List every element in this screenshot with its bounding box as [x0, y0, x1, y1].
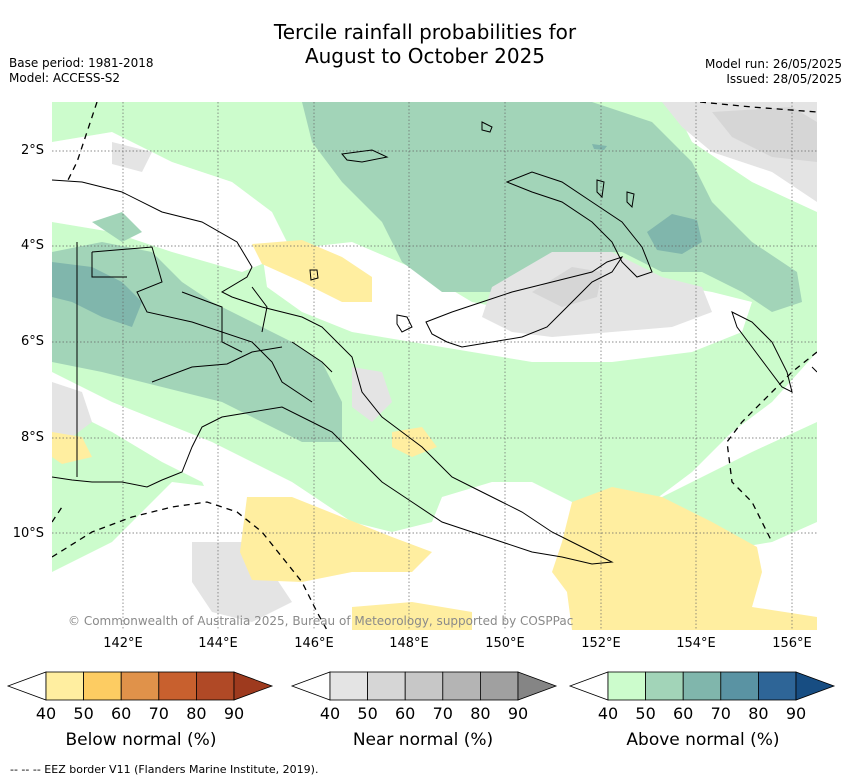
colorbar-near-segment: [404, 671, 444, 701]
title-line-1: Tercile rainfall probabilities for: [273, 20, 577, 44]
colorbar-near-tick: 70: [432, 704, 453, 723]
title-line-2: August to October 2025: [304, 44, 546, 68]
colorbar-below-tick: 50: [73, 704, 94, 723]
lat-label-8s: 8°S: [20, 430, 44, 445]
below-normal-50-zones: [52, 240, 817, 630]
map-title: Tercile rainfall probabilities for Augus…: [0, 20, 850, 68]
colorbar-above-tick: 90: [785, 704, 807, 723]
colorbar-near-tick: 40: [319, 704, 341, 723]
colorbar-above-segment: [607, 671, 646, 701]
eez-border: [52, 102, 817, 630]
lon-label-150e: 150°E: [485, 636, 525, 651]
colorbar-near-segment: [329, 671, 368, 701]
graticule: [52, 102, 817, 630]
colorbar-set: [6, 671, 836, 701]
colorbar-near: [290, 671, 558, 701]
colorbar-near-segment: [479, 671, 519, 701]
colorbar-above-segment: [645, 671, 684, 701]
colorbar-below-tick: 70: [148, 704, 169, 723]
colorbar-above-segment: [720, 671, 759, 701]
province-borders: [76, 242, 333, 477]
eez-footer-note: -- -- -- EEZ border V11 (Flanders Marine…: [10, 763, 319, 776]
copyright-notice: © Commonwealth of Australia 2025, Bureau…: [68, 614, 574, 628]
colorbar-below-segment: [195, 671, 235, 701]
colorbar-below-segment: [120, 671, 160, 701]
colorbar-below-tick: 90: [223, 704, 245, 723]
colorbar-near-low-arrow: [290, 671, 331, 701]
colorbar-above-tick: 40: [597, 704, 619, 723]
colorbar-above-tick: 50: [635, 704, 656, 723]
lon-label-154e: 154°E: [676, 636, 716, 651]
near-normal-zones: [52, 102, 817, 622]
model-name: Model: ACCESS-S2: [9, 71, 121, 85]
colorbar-near-tick: 60: [395, 704, 416, 723]
colorbar-title-above: Above normal (%): [626, 730, 780, 750]
colorbar-near-tick: 80: [470, 704, 491, 723]
colorbar-near-high-arrow: [517, 671, 558, 701]
colorbar-title-near: Near normal (%): [352, 730, 494, 750]
lat-label-2s: 2°S: [20, 143, 44, 158]
coastlines: [52, 121, 817, 565]
colorbar-above-tick: 60: [673, 704, 694, 723]
colorbar-near-segment: [442, 671, 481, 701]
colorbar-below-tick: 80: [186, 704, 207, 723]
meta-right: Model run: 26/05/2025 Issued: 28/05/2025: [705, 57, 842, 87]
colorbar-below-high-arrow: [233, 671, 274, 701]
issued-date: Issued: 28/05/2025: [726, 72, 842, 86]
rainfall-map: [52, 102, 817, 630]
colorbar-above-low-arrow: [568, 671, 609, 701]
above-normal-70-zones: [52, 144, 702, 327]
colorbar-above-segment: [682, 671, 722, 701]
meta-left: Base period: 1981-2018 Model: ACCESS-S2: [9, 56, 154, 86]
colorbar-above-high-arrow: [795, 671, 836, 701]
base-period: Base period: 1981-2018: [9, 56, 154, 70]
colorbar-below-tick: 60: [111, 704, 132, 723]
colorbar-above-tick: 70: [710, 704, 731, 723]
model-run-date: Model run: 26/05/2025: [704, 57, 842, 71]
colorbar-below: [6, 671, 274, 701]
lon-label-156e: 156°E: [772, 636, 812, 651]
lat-label-4s: 4°S: [20, 238, 44, 253]
colorbar-above: [568, 671, 836, 701]
colorbar-above-tick: 80: [748, 704, 769, 723]
colorbar-near-segment: [367, 671, 406, 701]
colorbar-near-tick: 50: [357, 704, 378, 723]
colorbar-title-below: Below normal (%): [65, 730, 217, 750]
colorbar-above-segment: [758, 671, 797, 701]
lon-label-142e: 142°E: [103, 636, 143, 651]
colorbar-near-tick: 90: [507, 704, 529, 723]
lat-label-10s: 10°S: [12, 526, 44, 541]
lon-label-148e: 148°E: [389, 636, 429, 651]
lon-label-144e: 144°E: [198, 636, 238, 651]
near-normal-60-zones: [532, 107, 817, 307]
colorbar-below-tick: 40: [35, 704, 57, 723]
colorbar-below-segment: [45, 671, 84, 701]
lon-label-152e: 152°E: [581, 636, 621, 651]
colorbar-below-low-arrow: [6, 671, 47, 701]
colorbar-below-segment: [158, 671, 197, 701]
colorbar-below-segment: [83, 671, 122, 701]
lat-label-6s: 6°S: [20, 334, 44, 349]
lon-label-146e: 146°E: [294, 636, 334, 651]
